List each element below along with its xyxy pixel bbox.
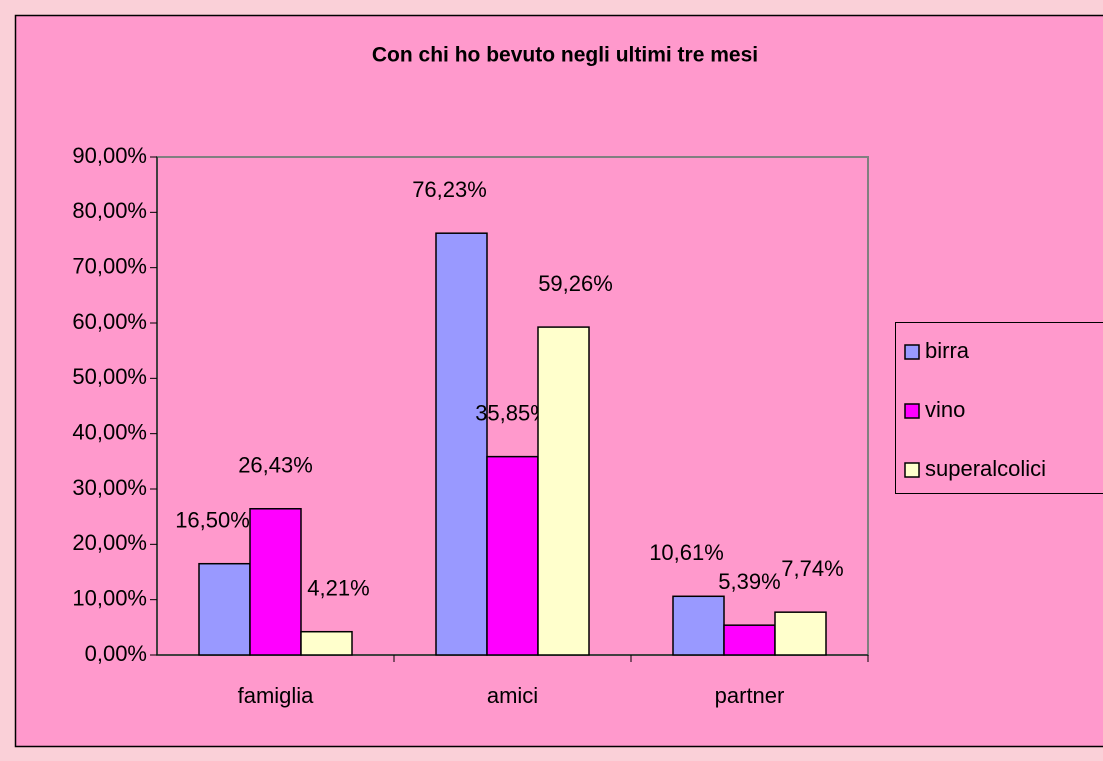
bar	[774, 611, 827, 656]
y-tick-label: 70,00%	[72, 253, 147, 278]
value-label: 7,74%	[781, 556, 843, 581]
legend	[895, 322, 1103, 494]
y-tick-label: 10,00%	[72, 585, 147, 610]
legend-label: vino	[925, 397, 965, 422]
value-label: 76,23%	[412, 177, 487, 202]
value-label: 10,61%	[649, 540, 724, 565]
bar	[435, 232, 488, 656]
bar	[249, 508, 302, 656]
legend-swatch	[904, 403, 920, 419]
bar	[672, 595, 725, 656]
x-tick-label: partner	[715, 683, 785, 708]
y-tick-label: 40,00%	[72, 419, 147, 444]
value-label: 5,39%	[718, 569, 780, 594]
y-tick-label: 60,00%	[72, 309, 147, 334]
y-tick-label: 0,00%	[85, 641, 147, 666]
legend-label: birra	[925, 338, 970, 363]
chart-title: Con chi ho bevuto negli ultimi tre mesi	[372, 44, 758, 67]
y-tick-label: 90,00%	[72, 143, 147, 168]
value-label: 16,50%	[175, 508, 250, 533]
value-label: 26,43%	[238, 453, 313, 478]
legend-swatch	[904, 344, 920, 360]
x-tick-label: amici	[487, 683, 538, 708]
y-tick-label: 80,00%	[72, 198, 147, 223]
y-tick-label: 50,00%	[72, 364, 147, 389]
y-tick-label: 20,00%	[72, 530, 147, 555]
bar	[486, 455, 539, 656]
bar	[537, 326, 590, 656]
y-tick-label: 30,00%	[72, 475, 147, 500]
legend-swatch	[904, 462, 920, 478]
value-label: 4,21%	[307, 576, 369, 601]
bar	[300, 630, 353, 656]
legend-label: superalcolici	[925, 456, 1046, 481]
x-tick-label: famiglia	[238, 683, 315, 708]
value-label: 59,26%	[538, 271, 613, 296]
bar	[723, 624, 776, 656]
bar	[198, 562, 251, 656]
